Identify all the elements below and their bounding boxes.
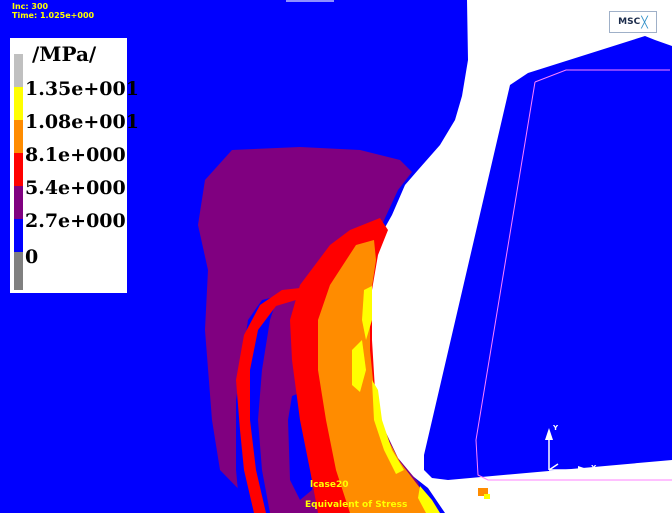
legend-bar-blue (14, 219, 23, 252)
result-variable-label: Equivalent of Stress (305, 500, 408, 510)
stress-zone-yellow-3 (372, 380, 404, 474)
increment-readout: Inc: 300 (12, 2, 49, 11)
legend-bar-gray (14, 252, 23, 290)
time-readout: Time: 1.025e+000 (12, 11, 95, 20)
logo-x-icon: ╳ (641, 15, 648, 29)
load-case-label: lcase20 (310, 480, 349, 490)
stress-legend: /MPa/ 1.35e+001 1.08e+001 8.1e+000 5.4e+… (10, 38, 139, 293)
msc-logo: MSC ╳ (609, 11, 657, 33)
legend-bar-purple (14, 186, 23, 219)
legend-bar-top (14, 54, 23, 87)
chip-root-fragment (478, 488, 488, 496)
triad-z-axis (548, 463, 559, 471)
tool-outline (475, 69, 672, 481)
triad-y-label: Y (553, 424, 559, 432)
triad-x-arrow (578, 466, 590, 474)
legend-label-2: 1.08e+001 (25, 111, 139, 133)
legend-label-6: 0 (25, 246, 39, 268)
stress-zone-yellow (362, 286, 372, 340)
legend-label-4: 5.4e+000 (25, 177, 126, 199)
stress-zone-yellow-4 (418, 486, 440, 513)
legend-bar-yellow (14, 87, 23, 120)
legend-unit-title: /MPa/ (32, 42, 97, 66)
stress-zone-yellow-2 (352, 340, 366, 392)
coordinate-triad (545, 428, 590, 474)
logo-text: MSC (618, 17, 641, 27)
triad-y-arrow (545, 428, 553, 440)
cutting-tool (424, 36, 672, 480)
chip-root-fragment-2 (484, 494, 490, 499)
legend-label-3: 8.1e+000 (25, 144, 126, 166)
stress-zone-orange (318, 240, 426, 513)
legend-label-5: 2.7e+000 (25, 210, 126, 232)
triad-x-label: X (591, 464, 597, 472)
legend-bar-orange (14, 120, 23, 153)
legend-label-1: 1.35e+001 (25, 78, 139, 100)
stress-arc-red (236, 288, 300, 513)
legend-bar-red (14, 153, 23, 186)
